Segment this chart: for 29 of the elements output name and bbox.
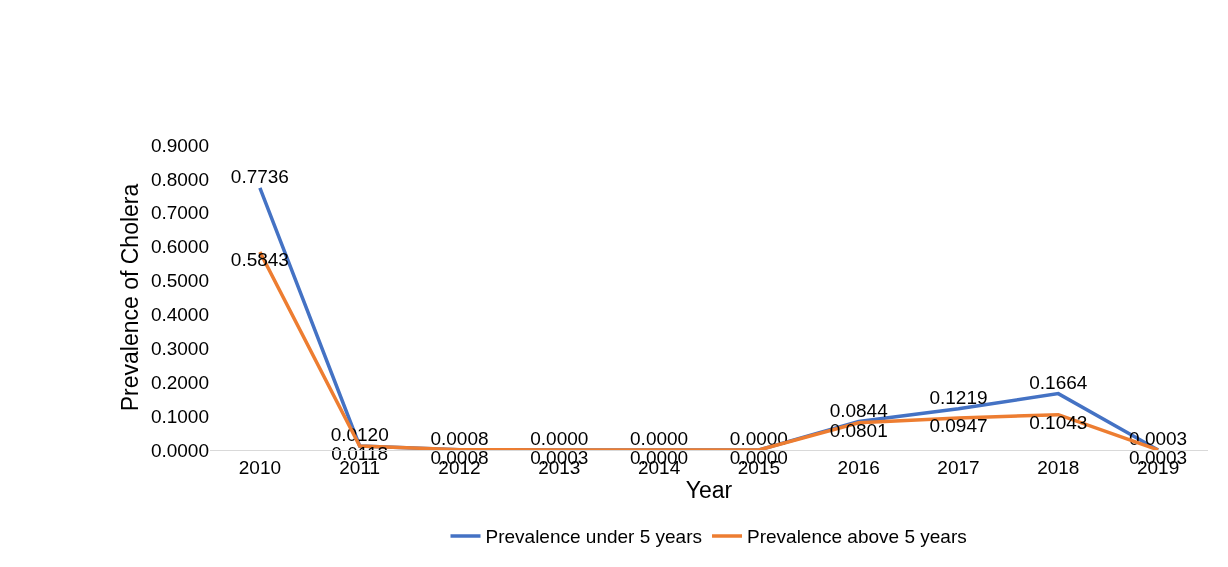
- data-label: 0.1219: [929, 386, 988, 408]
- y-tick-label: 0.7000: [150, 202, 209, 224]
- legend-label: Prevalence under 5 years: [485, 526, 703, 548]
- y-axis-title: Prevalence of Cholera: [117, 183, 144, 412]
- y-tick-label: 0.0000: [150, 439, 209, 461]
- data-label: 0.0947: [929, 415, 988, 437]
- data-label: 0.0801: [829, 420, 888, 442]
- data-label: 0.1043: [1029, 411, 1088, 433]
- y-tick-label: 0.1000: [150, 405, 209, 427]
- data-label: 0.0000: [729, 428, 788, 450]
- data-label: 0.0000: [530, 428, 589, 450]
- x-tick-label: 2018: [1037, 456, 1080, 478]
- legend-label: Prevalence above 5 years: [747, 526, 967, 548]
- y-tick-label: 0.3000: [150, 337, 209, 359]
- x-axis-title: Year: [685, 477, 733, 504]
- y-tick-label: 0.6000: [150, 236, 209, 258]
- data-label: 0.7736: [230, 166, 289, 188]
- x-tick-label: 2017: [937, 456, 980, 478]
- y-tick-label: 0.4000: [150, 304, 209, 326]
- data-label: 0.0844: [829, 399, 889, 421]
- x-tick-label: 2016: [837, 456, 880, 478]
- x-tick-label: 2010: [238, 456, 282, 478]
- y-tick-label: 0.2000: [150, 371, 209, 393]
- data-label: 0.0008: [430, 427, 489, 449]
- y-tick-label: 0.5000: [150, 270, 209, 292]
- data-label: 0.0000: [630, 428, 689, 450]
- y-tick-label: 0.9000: [150, 134, 209, 156]
- y-tick-label: 0.8000: [150, 168, 209, 190]
- data-label: 0.1664: [1029, 371, 1088, 393]
